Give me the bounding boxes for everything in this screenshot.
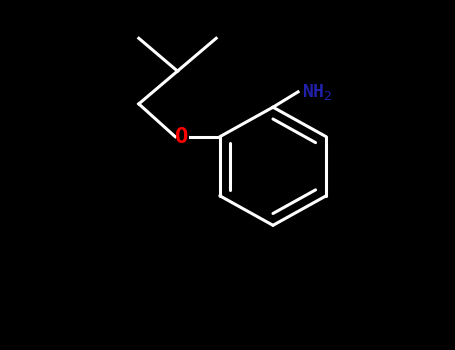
- Text: O: O: [175, 127, 188, 147]
- Text: NH$_2$: NH$_2$: [302, 82, 332, 102]
